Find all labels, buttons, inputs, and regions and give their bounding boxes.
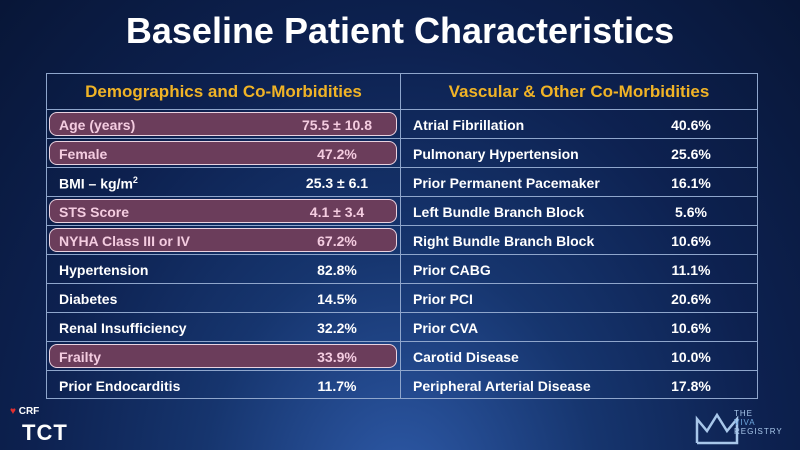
table-row: Female 47.2% xyxy=(47,139,400,168)
row-label: Left Bundle Branch Block xyxy=(413,204,585,220)
slide-title: Baseline Patient Characteristics xyxy=(125,10,675,51)
row-value: 25.3 ± 6.1 xyxy=(305,175,369,191)
row-label: Diabetes xyxy=(59,291,118,307)
table-row: STS Score 4.1 ± 3.4 xyxy=(47,197,400,226)
row-value: 4.1 ± 3.4 xyxy=(309,204,365,220)
row-label: Hypertension xyxy=(59,262,149,278)
row-label: Peripheral Arterial Disease xyxy=(413,378,591,394)
row-value: 82.8% xyxy=(317,262,357,278)
table-row: Prior PCI 20.6% xyxy=(401,284,757,313)
demographics-column: Demographics and Co-Morbidities Age (yea… xyxy=(47,74,401,398)
row-value: 17.8% xyxy=(671,378,711,394)
table-row: Frailty 33.9% xyxy=(47,342,400,371)
table-row: Right Bundle Branch Block 10.6% xyxy=(401,226,757,255)
table-row: Renal Insufficiency 32.2% xyxy=(47,313,400,342)
table-row: Prior Permanent Pacemaker 16.1% xyxy=(401,168,757,197)
row-value: 14.5% xyxy=(317,291,357,307)
row-value: 47.2% xyxy=(317,146,357,162)
row-value: 33.9% xyxy=(317,349,357,365)
row-label: Carotid Disease xyxy=(413,349,519,365)
row-label: Prior PCI xyxy=(413,291,473,307)
row-label: BMI – kg/m2 xyxy=(59,175,138,192)
crf-logo: ♥ CRF xyxy=(10,406,40,417)
table-row: Prior CABG 11.1% xyxy=(401,255,757,284)
row-value: 40.6% xyxy=(671,117,711,133)
vascular-header: Vascular & Other Co-Morbidities xyxy=(401,74,757,110)
row-value: 10.0% xyxy=(671,349,711,365)
row-label: STS Score xyxy=(59,204,130,220)
demographics-header: Demographics and Co-Morbidities xyxy=(47,74,400,110)
row-label: Frailty xyxy=(59,349,102,365)
table-row: Prior Endocarditis 11.7% xyxy=(47,371,400,400)
table-row: NYHA Class III or IV 67.2% xyxy=(47,226,400,255)
table-row: BMI – kg/m2 25.3 ± 6.1 xyxy=(47,168,400,197)
table-row: Left Bundle Branch Block 5.6% xyxy=(401,197,757,226)
characteristics-table: Demographics and Co-Morbidities Age (yea… xyxy=(46,73,758,399)
highlight-pill xyxy=(49,344,397,368)
row-value: 20.6% xyxy=(671,291,711,307)
table-row: Hypertension 82.8% xyxy=(47,255,400,284)
table-row: Atrial Fibrillation 40.6% xyxy=(401,110,757,139)
row-label: Prior CVA xyxy=(413,320,479,336)
registry-logo-text: THE VIVA REGISTRY xyxy=(734,409,783,436)
table-row: Peripheral Arterial Disease 17.8% xyxy=(401,371,757,400)
table-row: Pulmonary Hypertension 25.6% xyxy=(401,139,757,168)
row-value: 10.6% xyxy=(671,233,711,249)
row-label: Prior Permanent Pacemaker xyxy=(413,175,600,191)
row-label: Right Bundle Branch Block xyxy=(413,233,595,249)
highlight-pill xyxy=(49,112,397,136)
row-label: Renal Insufficiency xyxy=(59,320,187,336)
row-label: Age (years) xyxy=(59,117,136,133)
row-value: 11.7% xyxy=(317,378,357,394)
row-label: Atrial Fibrillation xyxy=(413,117,525,133)
row-value: 16.1% xyxy=(671,175,711,191)
highlight-pill xyxy=(49,228,397,252)
heart-icon: ♥ xyxy=(10,406,16,417)
table-row: Carotid Disease 10.0% xyxy=(401,342,757,371)
row-value: 10.6% xyxy=(671,320,711,336)
row-label: Female xyxy=(59,146,108,162)
row-label: Prior CABG xyxy=(413,262,491,278)
vascular-column: Vascular & Other Co-Morbidities Atrial F… xyxy=(401,74,757,398)
row-label: NYHA Class III or IV xyxy=(59,233,190,249)
table-row: Age (years) 75.5 ± 10.8 xyxy=(47,110,400,139)
row-label: Prior Endocarditis xyxy=(59,378,181,394)
highlight-pill xyxy=(49,199,397,223)
row-value: 5.6% xyxy=(675,204,707,220)
row-value: 32.2% xyxy=(317,320,357,336)
crown-logo-icon xyxy=(695,412,739,445)
highlight-pill xyxy=(49,141,397,165)
table-row: Prior CVA 10.6% xyxy=(401,313,757,342)
row-value: 11.1% xyxy=(671,262,711,278)
tct-logo: TCT xyxy=(22,420,68,445)
row-value: 75.5 ± 10.8 xyxy=(302,117,372,133)
row-label: Pulmonary Hypertension xyxy=(413,146,579,162)
row-value: 67.2% xyxy=(317,233,357,249)
table-row: Diabetes 14.5% xyxy=(47,284,400,313)
row-value: 25.6% xyxy=(671,146,711,162)
